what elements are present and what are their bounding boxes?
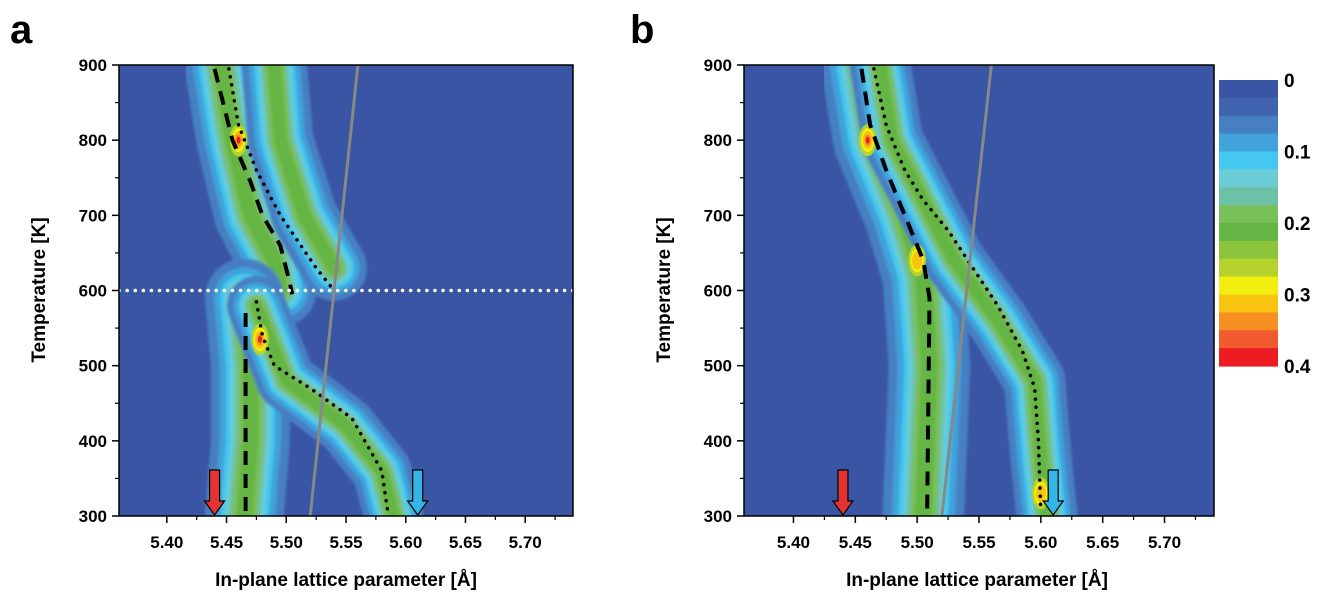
hotspot-ring <box>258 335 262 343</box>
y-tick-label: 700 <box>704 206 732 225</box>
x-tick-label: 5.50 <box>270 533 303 552</box>
x-axis-b: 5.40 5.45 5.50 5.55 5.60 5.65 5.70 <box>777 516 1197 552</box>
y-axis-title-b: Temperature [K] <box>654 217 675 362</box>
y-tick-label: 500 <box>704 357 732 376</box>
band-1-layer-6 <box>873 65 1054 516</box>
colorbar-cell <box>1219 205 1278 224</box>
y-axis-a: 300 400 500 600 700 800 900 <box>79 56 119 526</box>
colorbar-labels: 0 0.1 0.2 0.3 0.4 <box>1284 71 1311 378</box>
panel-letter-a: a <box>10 8 33 52</box>
arrows-a <box>203 469 429 517</box>
reference-line <box>308 65 360 516</box>
x-tick-label: 5.60 <box>389 533 422 552</box>
panel-b: b 5.40 5.45 5.50 5.55 5.60 5.65 5.70 300 400 500… <box>630 8 1215 591</box>
reference-line <box>940 65 993 516</box>
dashed-line <box>859 68 932 516</box>
x-tick-label: 5.70 <box>1148 533 1181 552</box>
hotspot-ring <box>865 136 870 144</box>
colorbar-cell <box>1219 348 1278 367</box>
band-0-layer-6 <box>213 65 288 298</box>
colorbar-cell <box>1219 169 1278 188</box>
colorbar-cell <box>1219 240 1278 260</box>
x-axis-title-a: In-plane lattice parameter [Å] <box>215 570 477 591</box>
hotspot <box>251 323 269 356</box>
y-tick-label: 400 <box>79 432 107 451</box>
dotted-line <box>227 67 336 293</box>
y-tick-label: 900 <box>79 56 107 75</box>
panel-a: a 5.40 5.45 5.50 5.55 5.60 5.65 5.70 300 400 500… <box>10 8 574 591</box>
band-1-layer-6 <box>267 65 341 275</box>
y-axis-b: 300 400 500 600 700 800 900 <box>704 56 744 526</box>
y-tick-label: 300 <box>79 507 107 526</box>
colorbar-tick-label: 0.2 <box>1284 214 1310 235</box>
x-axis-a: 5.40 5.45 5.50 5.55 5.60 5.65 5.70 <box>150 516 556 552</box>
y-tick-label: 900 <box>704 56 732 75</box>
band-3-layer-6 <box>250 299 400 516</box>
arrow-marker <box>203 469 226 517</box>
colorbar-cell <box>1219 294 1278 313</box>
x-tick-label: 5.40 <box>150 533 183 552</box>
colorbar-cell <box>1219 97 1278 117</box>
y-tick-label: 800 <box>79 131 107 150</box>
colorbar-cell <box>1219 115 1278 135</box>
colorbar-tick-label: 0 <box>1284 71 1295 92</box>
y-tick-label: 700 <box>79 206 107 225</box>
x-tick-label: 5.40 <box>777 533 810 552</box>
y-tick-label: 300 <box>704 507 732 526</box>
arrow-marker <box>831 469 855 517</box>
dashed-line <box>212 68 295 295</box>
colorbar-cells <box>1219 80 1278 367</box>
x-tick-label: 5.60 <box>1024 533 1057 552</box>
colorbar-cell <box>1219 80 1278 99</box>
colorbar-tick-label: 0.3 <box>1284 286 1310 307</box>
colorbar-cell <box>1219 187 1278 206</box>
dotted-line <box>872 67 1043 514</box>
y-tick-label: 800 <box>704 131 732 150</box>
colorbar-cell <box>1219 151 1278 170</box>
colorbar-cell <box>1219 330 1278 349</box>
colorbar-cell <box>1219 133 1278 153</box>
x-tick-label: 5.50 <box>901 533 934 552</box>
colorbar-cell <box>1219 223 1278 242</box>
x-tick-label: 5.70 <box>509 533 542 552</box>
hotspot <box>858 124 877 157</box>
x-axis-title-b: In-plane lattice parameter [Å] <box>846 570 1108 591</box>
hotspot-ring <box>236 136 241 144</box>
colorbar-cell <box>1219 276 1278 296</box>
y-axis-title-a: Temperature [K] <box>29 217 50 362</box>
y-tick-label: 600 <box>79 282 107 301</box>
overlay-lines-a <box>119 65 573 516</box>
x-tick-label: 5.55 <box>329 533 362 552</box>
overlay-lines-b <box>859 65 1043 516</box>
y-tick-label: 400 <box>704 432 732 451</box>
x-tick-label: 5.45 <box>839 533 872 552</box>
x-tick-label: 5.55 <box>962 533 995 552</box>
panel-letter-b: b <box>630 8 654 52</box>
colorbar-tick-label: 0.4 <box>1284 357 1311 378</box>
y-tick-label: 500 <box>79 357 107 376</box>
x-tick-label: 5.45 <box>210 533 243 552</box>
hotspot-ring <box>1035 484 1046 503</box>
colorbar-cell <box>1219 258 1278 278</box>
x-tick-label: 5.65 <box>1086 533 1119 552</box>
arrow-marker <box>1042 469 1065 517</box>
colorbar: 0 0.1 0.2 0.3 0.4 <box>1219 71 1311 378</box>
arrows-b <box>831 469 1065 517</box>
y-tick-label: 600 <box>704 282 732 301</box>
x-tick-label: 5.65 <box>449 533 482 552</box>
arrow-marker <box>406 469 429 517</box>
colorbar-tick-label: 0.1 <box>1284 143 1311 164</box>
colorbar-cell <box>1219 312 1278 331</box>
